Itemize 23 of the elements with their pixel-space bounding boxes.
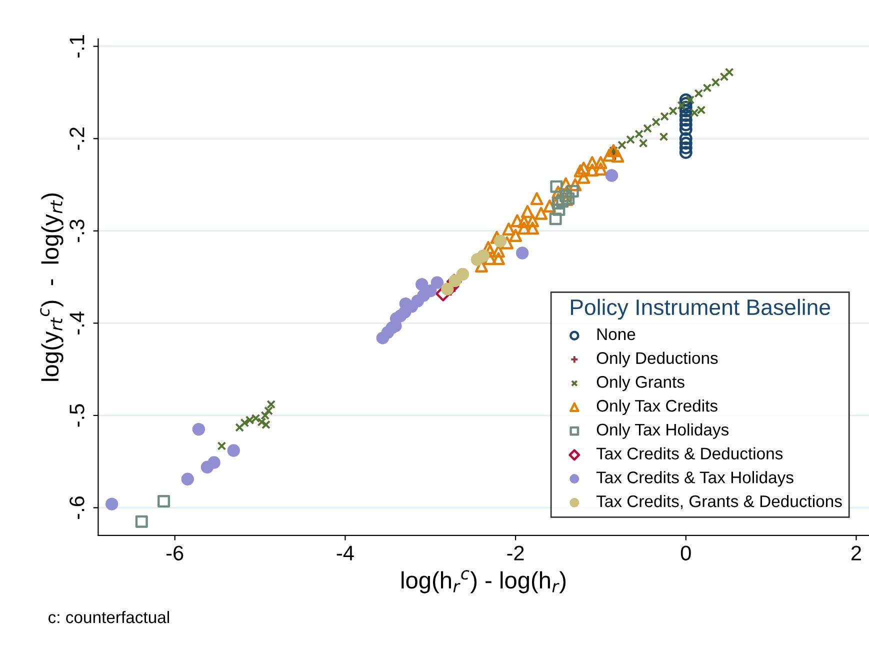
legend-title: Policy Instrument Baseline — [570, 298, 830, 320]
y-tick-label: -.6 — [70, 496, 84, 519]
x-tick-label: -2 — [507, 546, 524, 560]
legend-label: Tax Credits & Tax Holidays — [596, 471, 794, 487]
legend-label: Only Tax Credits — [596, 399, 718, 416]
legend-label: Only Tax Holidays — [596, 423, 729, 439]
legend-label: Only Deductions — [596, 352, 718, 368]
y-axis-title: log(y$_{rt}$$^{c}$) - log(y$_{rt}$) — [40, 193, 64, 381]
legend-label: None — [597, 328, 636, 340]
legend-label: Only Grants — [596, 376, 684, 392]
y-tick-label: -.4 — [70, 312, 84, 334]
x-tick-label: -4 — [336, 546, 354, 560]
text: c: counterfactual — [48, 610, 169, 624]
y-tick-label: -.1 — [70, 35, 84, 58]
y-tick-label: -.3 — [70, 220, 84, 242]
y-tick-label: -.2 — [70, 127, 84, 150]
x-tick-label: -6 — [166, 546, 184, 560]
legend-label: Tax Credits & Deductions — [596, 447, 783, 460]
y-tick-label: -.5 — [70, 404, 84, 427]
legend-label: Tax Credits, Grants & Deductions — [596, 494, 842, 510]
x-axis-title: log(h$_{r}$$^{c}$) - log(h$_{r}$) — [402, 570, 566, 594]
x-tick-label: 0 — [680, 546, 691, 560]
x-tick-label: 2 — [851, 546, 861, 560]
